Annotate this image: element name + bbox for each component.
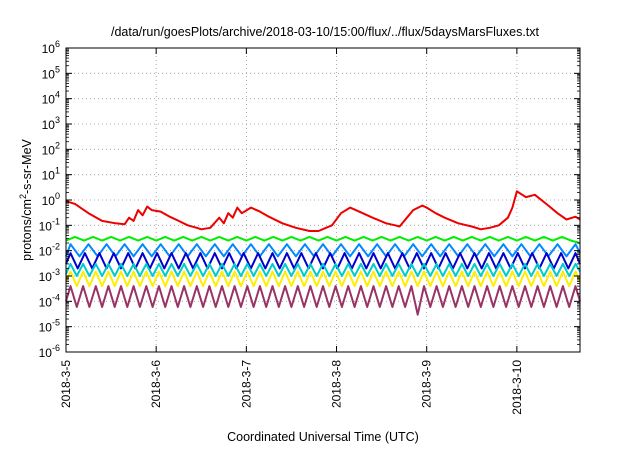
y-tick-label: 104	[42, 90, 60, 107]
y-tick-label: 103	[42, 115, 60, 132]
y-axis-title: protons/cm2-s-sr-MeV	[18, 138, 34, 260]
x-tick-label: 2018-3-6	[149, 360, 163, 408]
x-tick-label: 2018-3-7	[239, 360, 253, 408]
x-axis-title: Coordinated Universal Time (UTC)	[227, 430, 419, 444]
chart-title: /data/run/goesPlots/archive/2018-03-10/1…	[111, 25, 540, 39]
y-tick-label: 10-6	[39, 343, 60, 360]
series-line-5	[65, 262, 581, 277]
y-tick-label: 10-4	[39, 292, 60, 309]
series-line-4	[65, 252, 581, 270]
y-tick-label: 10-5	[39, 318, 60, 335]
y-tick-label: 100	[42, 191, 60, 208]
y-tick-label: 10-2	[39, 242, 60, 259]
series-layer	[65, 190, 581, 316]
tick-layer: 10-6 10-5 10-4 10-3 10-2 10-1 100 101 102 103 104 1…	[39, 39, 580, 415]
y-tick-label: 10-1	[39, 216, 60, 233]
series-line-7	[65, 285, 581, 316]
series-line-3	[65, 243, 581, 258]
y-tick-label: 101	[42, 166, 60, 183]
y-tick-label: 106	[42, 39, 60, 56]
x-tick-label: 2018-3-9	[420, 360, 434, 408]
y-tick-label: 105	[42, 64, 60, 81]
series-line-6	[65, 270, 581, 288]
series-line-1	[65, 190, 581, 232]
x-tick-label: 2018-3-10	[510, 360, 524, 415]
x-tick-label: 2018-3-5	[59, 360, 73, 408]
series-line-2	[65, 235, 581, 244]
grid-layer	[66, 48, 580, 352]
x-tick-label: 2018-3-8	[330, 360, 344, 408]
y-tick-label: 10-3	[39, 267, 60, 284]
y-tick-label: 102	[42, 140, 60, 157]
